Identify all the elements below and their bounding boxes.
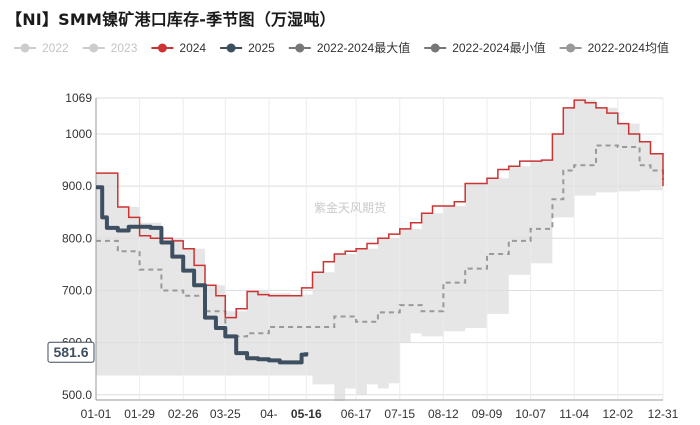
x-tick-label: 12-02: [602, 407, 633, 421]
legend-marker: [430, 43, 440, 53]
legend-marker: [89, 43, 99, 53]
legend-label: 2025: [248, 41, 275, 55]
x-tick-label: 07-15: [384, 407, 415, 421]
y-tick-label: 1069: [65, 91, 92, 105]
legend-marker: [295, 43, 305, 53]
legend-item-3[interactable]: 2025: [220, 41, 275, 55]
legend-label: 2024: [179, 41, 206, 55]
legend-label: 2022-2024最大值: [317, 40, 410, 55]
legend-item-6[interactable]: 2022-2024均值: [559, 40, 669, 55]
x-tick-label: 04-: [260, 407, 277, 421]
x-tick-label: 06-17: [341, 407, 372, 421]
max-min-band: [96, 100, 663, 401]
legend-label: 2022: [42, 41, 69, 55]
y-tick-label: 800.0: [62, 231, 92, 245]
x-tick-label: 03-25: [210, 407, 241, 421]
legend-marker: [157, 43, 167, 53]
legend-item-2[interactable]: 2024: [151, 41, 206, 55]
legend-label: 2022-2024均值: [588, 40, 669, 55]
legend-label: 2023: [111, 41, 138, 55]
x-tick-label: 12-31: [648, 407, 679, 421]
series-2024-line: [96, 99, 664, 319]
series-2025-line: [96, 185, 309, 365]
last-value-label: 581.6: [53, 344, 88, 360]
x-tick-label: 08-12: [428, 407, 459, 421]
legend-item-4[interactable]: 2022-2024最大值: [288, 40, 410, 55]
last-value-box: [47, 341, 95, 363]
x-tick-label: 02-26: [168, 407, 199, 421]
x-tick-label: 11-04: [559, 407, 589, 421]
x-tick-label: 05-16: [291, 407, 322, 421]
legend-marker: [20, 43, 30, 53]
y-tick-label: 1000: [65, 127, 92, 141]
y-tick-label: 900.0: [62, 179, 92, 193]
x-tick-label: 09-09: [472, 407, 503, 421]
legend-marker: [566, 43, 576, 53]
y-tick-label: 700.0: [62, 283, 92, 297]
x-tick-label: 01-29: [124, 407, 155, 421]
legend-item-1[interactable]: 2023: [82, 41, 138, 55]
y-tick-label: 500.0: [62, 388, 92, 402]
x-tick-label: 10-07: [515, 407, 546, 421]
legend-item-5[interactable]: 2022-2024最小值: [424, 40, 546, 55]
legend-item-0[interactable]: 2022: [14, 41, 69, 55]
watermark: 紫金天风期货: [314, 200, 386, 215]
x-tick-label: 01-01: [81, 407, 112, 421]
chart-title: 【NI】SMM镍矿港口库存-季节图（万湿吨）: [6, 10, 336, 29]
legend-label: 2022-2024最小值: [452, 40, 545, 55]
legend-marker: [226, 43, 236, 53]
